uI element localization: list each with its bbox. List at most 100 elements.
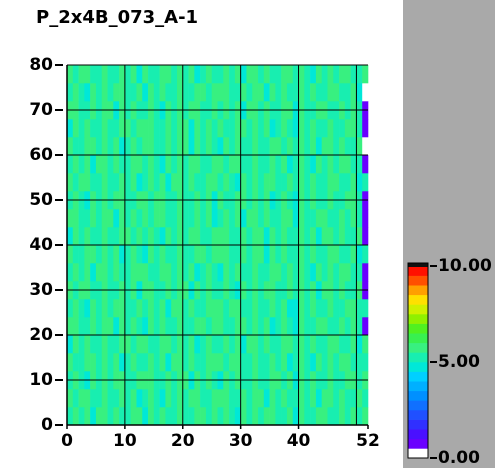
cell [240, 389, 247, 408]
cell [130, 263, 137, 282]
cell [263, 173, 270, 192]
colorbar-band [408, 342, 428, 353]
colorbar-band [408, 352, 428, 363]
cell [165, 65, 172, 84]
cell [188, 335, 195, 354]
cell [298, 407, 305, 426]
cell [90, 65, 97, 84]
cell [339, 137, 346, 156]
cell [159, 389, 166, 408]
cell [211, 137, 218, 156]
cell [136, 353, 143, 372]
cell [84, 263, 91, 282]
cell [339, 353, 346, 372]
cell [321, 119, 328, 138]
cell [124, 227, 131, 246]
cell [321, 83, 328, 102]
cell [234, 317, 241, 336]
cell [292, 353, 299, 372]
cell [286, 119, 294, 138]
cell [136, 137, 143, 156]
cell [188, 209, 195, 228]
cell [95, 65, 103, 84]
cell [321, 155, 328, 174]
cell [113, 119, 120, 138]
cell [240, 119, 247, 138]
cell [310, 173, 317, 192]
cell [90, 317, 97, 336]
cell [176, 83, 184, 102]
cell [182, 245, 189, 264]
cell [124, 65, 131, 84]
cell [223, 317, 230, 336]
cell [240, 245, 247, 264]
cell [310, 389, 317, 408]
cell [217, 173, 224, 192]
cell [211, 227, 218, 246]
cell [113, 137, 120, 156]
cell [107, 317, 114, 336]
cell [95, 299, 103, 318]
cell [171, 245, 178, 264]
cell [78, 173, 85, 192]
cell [263, 119, 270, 138]
cell [356, 263, 363, 282]
cell [217, 245, 224, 264]
cell [223, 83, 230, 102]
cell [67, 335, 74, 354]
cell [234, 65, 241, 84]
y-tick-label: 30 [29, 280, 53, 300]
cell [90, 227, 97, 246]
y-tick-label: 0 [41, 415, 53, 435]
cell [130, 317, 137, 336]
cell [200, 407, 207, 426]
cell [124, 119, 131, 138]
cell [234, 227, 241, 246]
cell [252, 209, 259, 228]
colorbar-band [408, 266, 428, 276]
cell [344, 299, 351, 318]
cell [315, 389, 322, 408]
cell [350, 209, 357, 228]
cell [153, 263, 160, 282]
cell [130, 65, 137, 84]
cell [171, 407, 178, 426]
cell [205, 299, 213, 318]
cell [188, 389, 195, 408]
cell [136, 299, 143, 318]
cell [240, 65, 247, 84]
cell [327, 353, 334, 372]
cell [286, 335, 294, 354]
cell [229, 209, 236, 228]
cell [315, 137, 322, 156]
cell [67, 83, 74, 102]
cell [84, 335, 91, 354]
cell [217, 155, 224, 174]
cell [339, 65, 346, 84]
cell [95, 263, 103, 282]
cell [333, 335, 340, 354]
cell [304, 137, 311, 156]
cell [229, 299, 236, 318]
cell [84, 389, 91, 408]
cell [142, 227, 149, 246]
y-tick-label: 60 [29, 145, 53, 165]
colorbar-band [408, 371, 428, 382]
cell [165, 353, 172, 372]
cell [165, 83, 172, 102]
cell [315, 209, 322, 228]
cell [194, 407, 201, 426]
cell [292, 299, 299, 318]
cell [165, 407, 172, 426]
cell [310, 335, 317, 354]
cell [315, 353, 322, 372]
cell [263, 245, 270, 264]
cell [246, 263, 253, 282]
cell [223, 173, 230, 192]
cell [292, 407, 299, 426]
cell [171, 335, 178, 354]
cell [84, 119, 91, 138]
cell [263, 407, 270, 426]
x-tick-label: 52 [356, 431, 380, 451]
cell [315, 335, 322, 354]
